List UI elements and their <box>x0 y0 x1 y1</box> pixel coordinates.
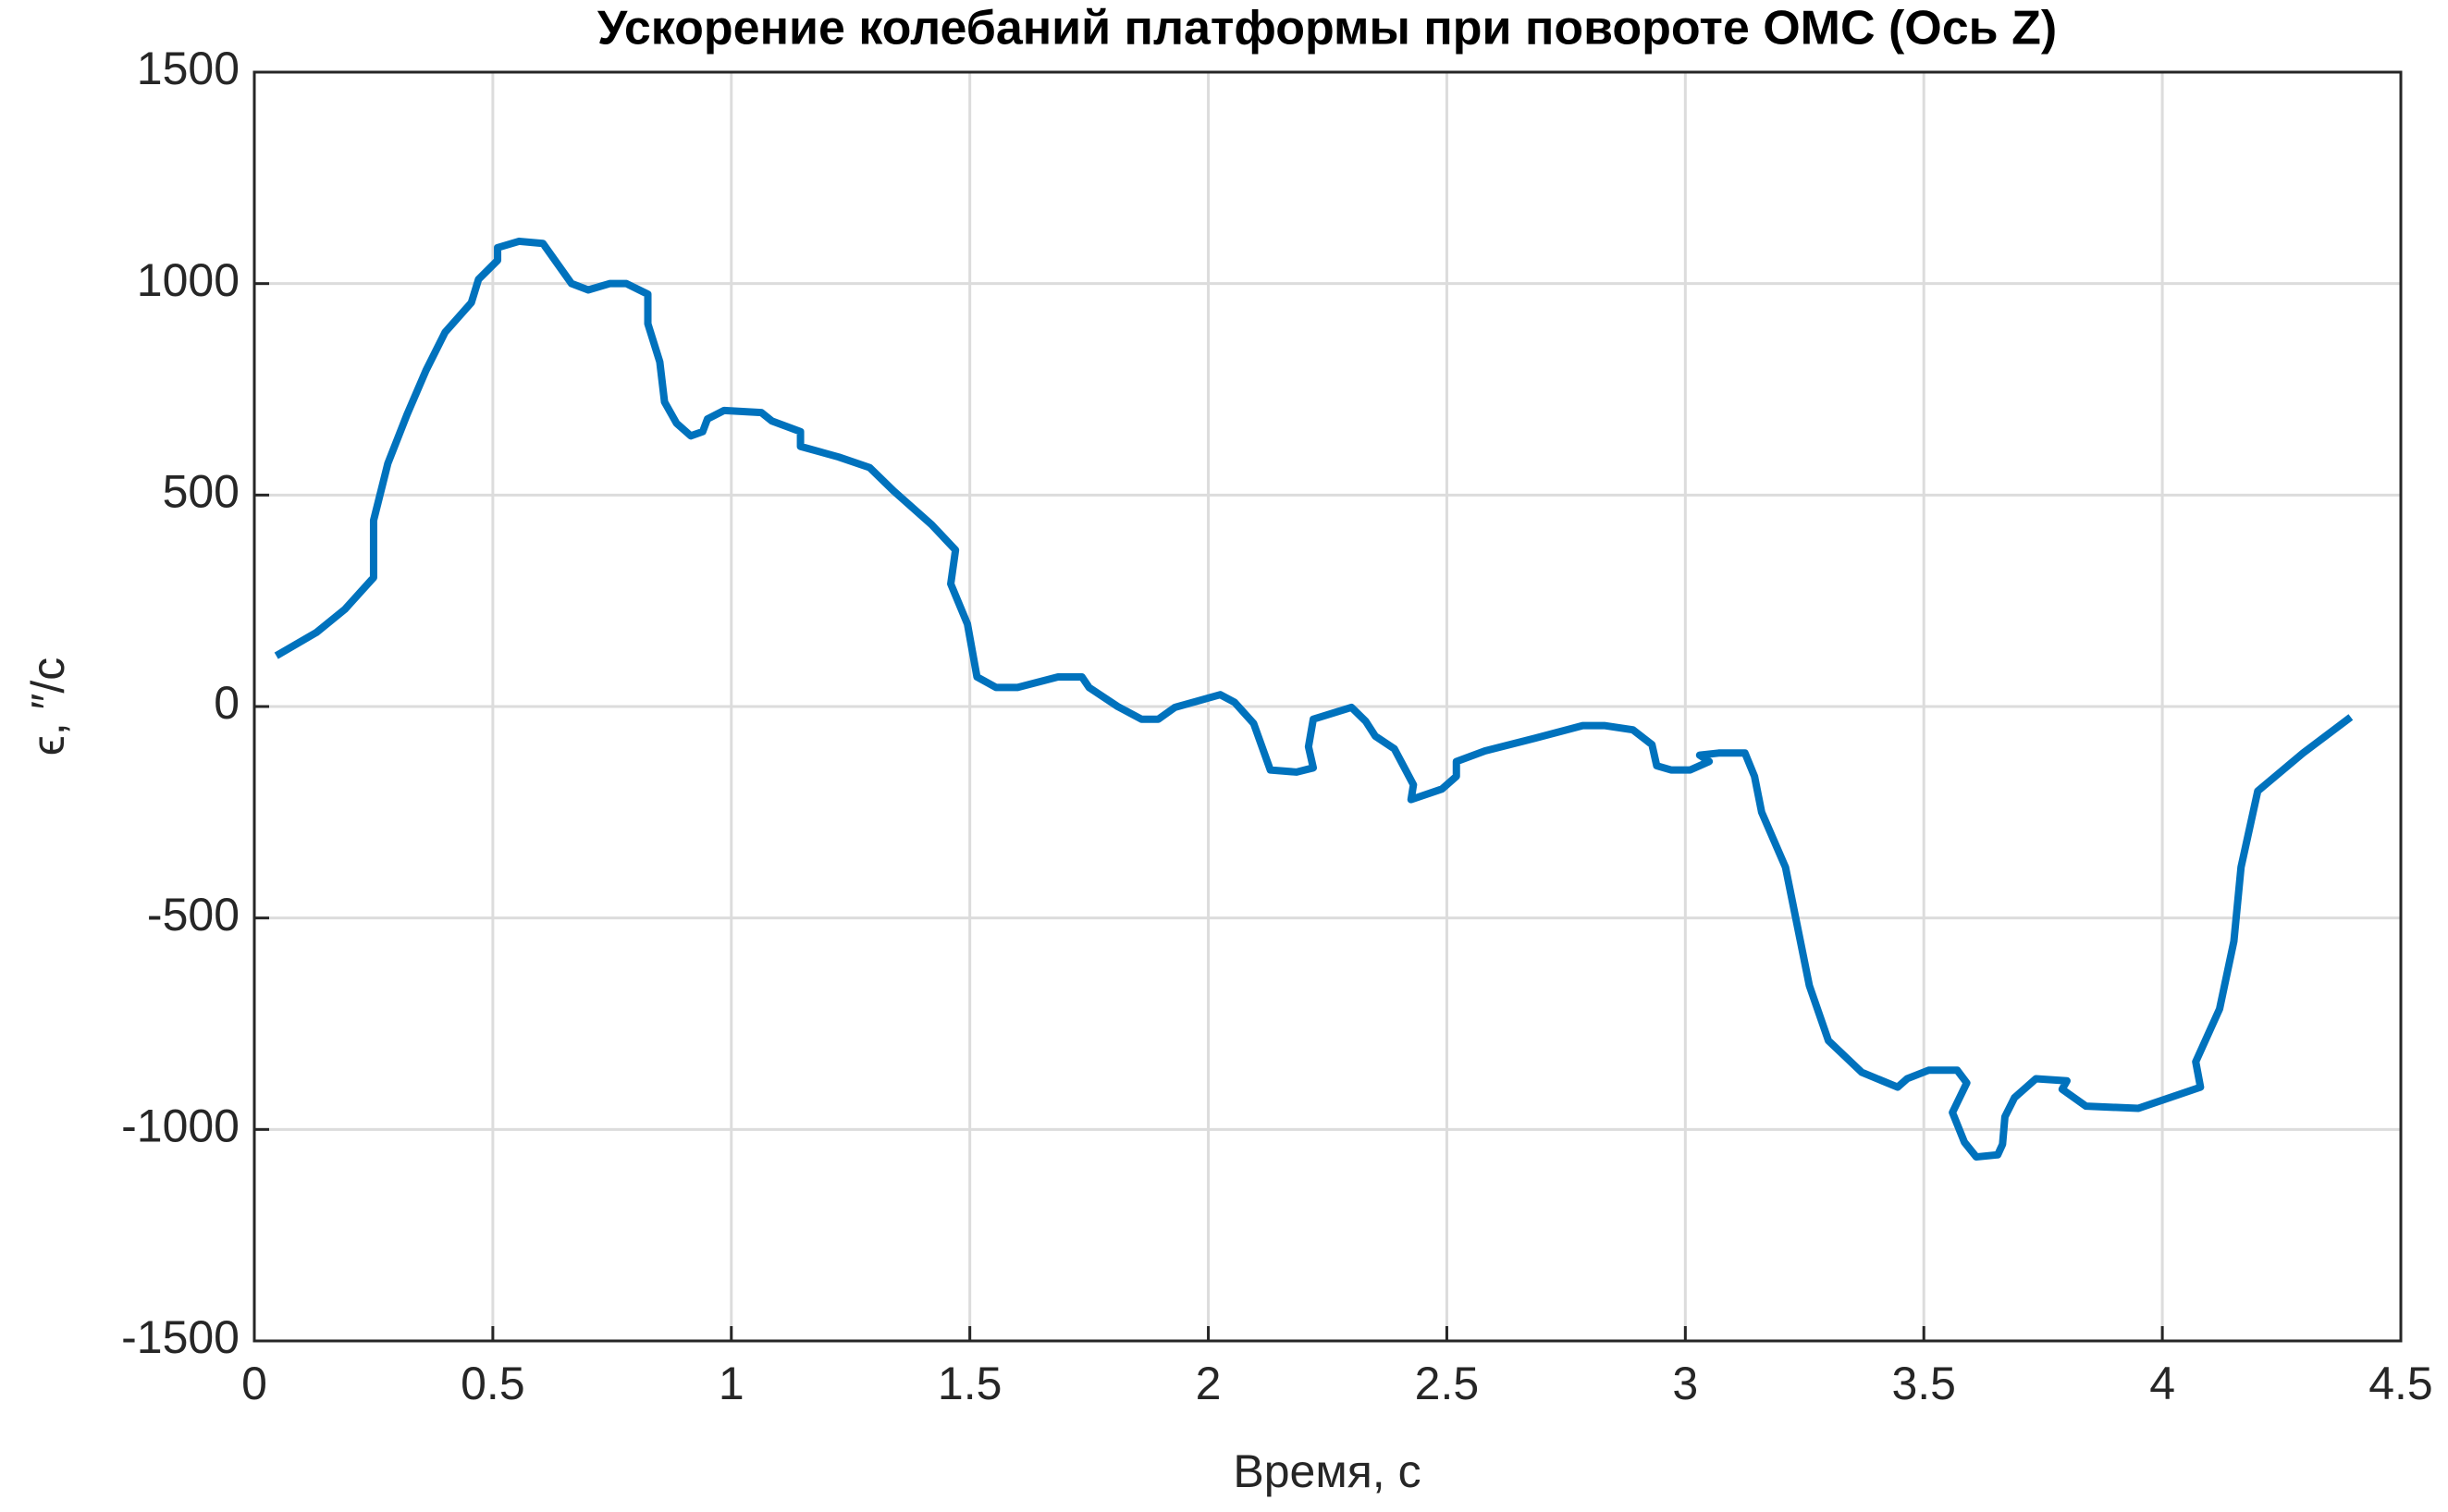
axes-frame <box>252 70 2403 1343</box>
x-tick-label: 2.5 <box>1415 1358 1480 1409</box>
x-tick-label: 1 <box>719 1358 744 1409</box>
y-tick-label: 1000 <box>137 254 240 306</box>
x-axis-label: Время, с <box>1233 1445 1421 1497</box>
x-tick-label: 3 <box>1672 1358 1698 1409</box>
chart-title: Ускорение колебаний платформы при поворо… <box>597 2 2057 55</box>
x-tick-label: 1.5 <box>938 1358 1003 1409</box>
x-tick-label: 2 <box>1196 1358 1222 1409</box>
x-tick-label: 0.5 <box>461 1358 525 1409</box>
y-tick-label: -1500 <box>121 1311 240 1363</box>
y-tick-label: -1000 <box>121 1100 240 1152</box>
data-line <box>274 237 2354 1162</box>
y-axis-label: ϵ, ″/с <box>22 658 74 756</box>
y-tick-label: -500 <box>147 889 240 940</box>
y-tick-label: 500 <box>163 466 240 518</box>
x-tick-label: 0 <box>241 1358 267 1409</box>
x-tick-label: 4 <box>2149 1358 2175 1409</box>
x-tick-label: 4.5 <box>2368 1358 2433 1409</box>
x-tick-label: 3.5 <box>1891 1358 1956 1409</box>
y-tick-label: 0 <box>214 677 240 729</box>
y-tick-label: 1500 <box>137 43 240 94</box>
